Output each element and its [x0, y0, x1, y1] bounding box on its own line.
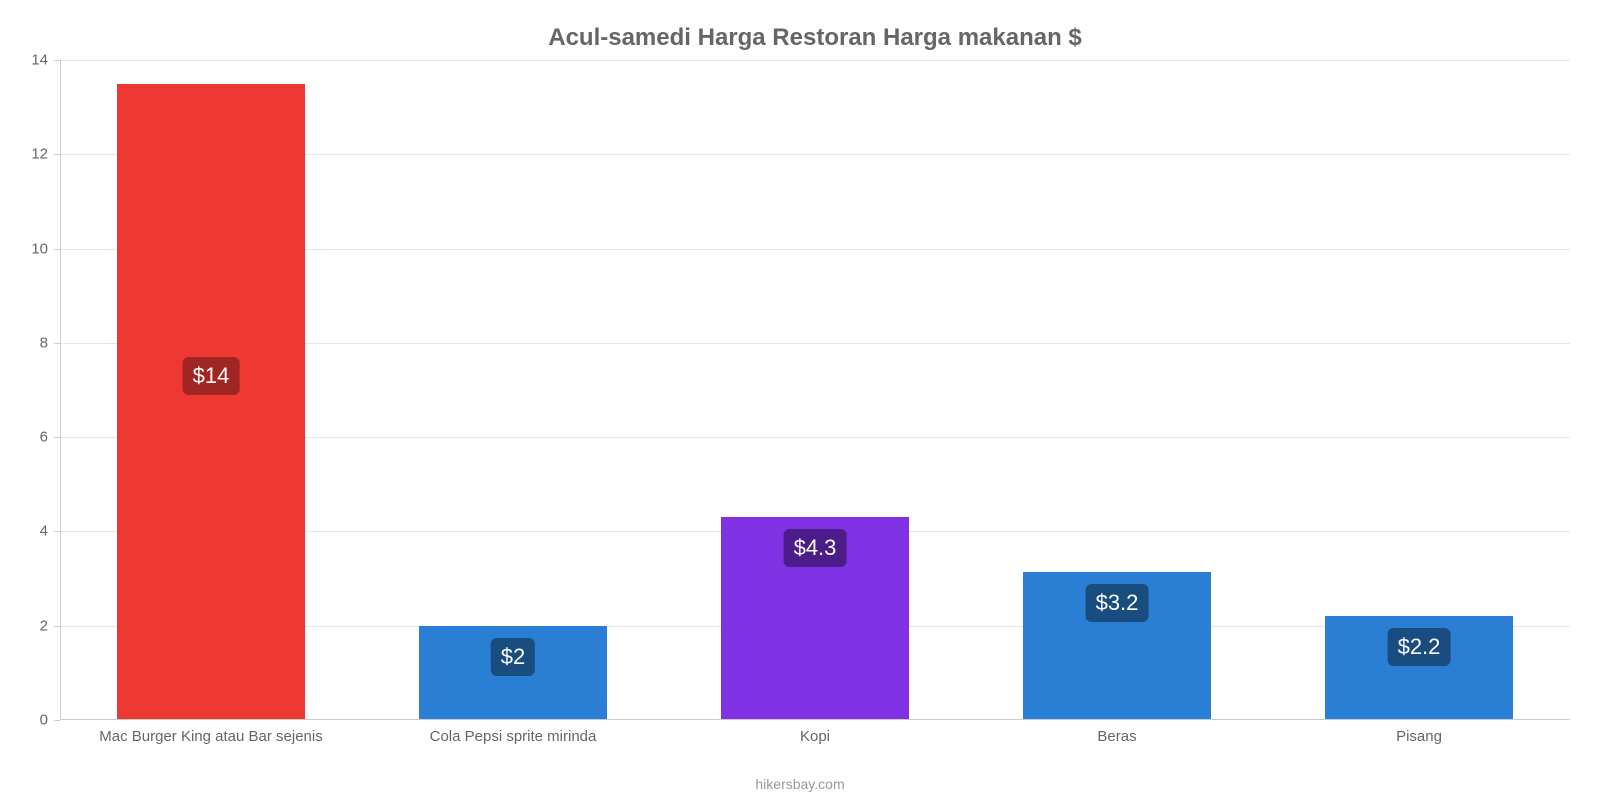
y-axis-line — [60, 60, 61, 720]
y-tick-label: 2 — [8, 617, 48, 634]
bar-chart: Acul-samedi Harga Restoran Harga makanan… — [0, 0, 1600, 800]
y-tick-label: 4 — [8, 523, 48, 540]
chart-title: Acul-samedi Harga Restoran Harga makanan… — [50, 24, 1580, 52]
bar-value-label: $14 — [183, 357, 240, 395]
x-category-label: Mac Burger King atau Bar sejenis — [99, 728, 322, 745]
y-tick-label: 0 — [8, 712, 48, 729]
x-axis-line — [60, 719, 1570, 720]
bar-value-label: $4.3 — [784, 529, 847, 567]
y-tick-mark — [54, 720, 60, 721]
x-category-label: Cola Pepsi sprite mirinda — [430, 728, 597, 745]
x-category-label: Pisang — [1396, 728, 1442, 745]
y-tick-label: 12 — [8, 146, 48, 163]
y-tick-label: 14 — [8, 52, 48, 69]
plot-area: 02468101214$14Mac Burger King atau Bar s… — [60, 60, 1570, 720]
y-tick-label: 8 — [8, 334, 48, 351]
x-category-label: Kopi — [800, 728, 830, 745]
bar-value-label: $2.2 — [1388, 628, 1451, 666]
x-category-label: Beras — [1097, 728, 1136, 745]
bar-value-label: $3.2 — [1086, 584, 1149, 622]
gridline — [60, 60, 1570, 61]
y-tick-label: 6 — [8, 429, 48, 446]
bar[interactable] — [117, 84, 304, 720]
y-tick-label: 10 — [8, 240, 48, 257]
bar-value-label: $2 — [491, 638, 535, 676]
chart-credits: hikersbay.com — [0, 776, 1600, 792]
